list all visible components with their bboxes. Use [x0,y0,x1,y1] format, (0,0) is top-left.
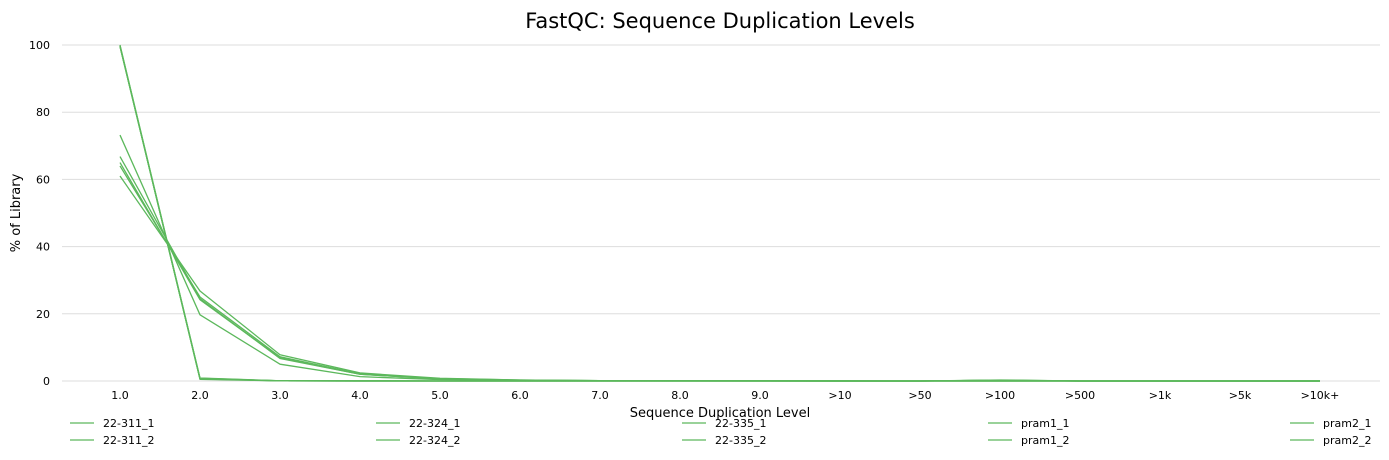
legend-item-label: pram1_2 [1021,434,1069,447]
x-tick-label: >10k+ [1301,389,1340,402]
y-tick-label: 60 [36,173,50,186]
y-tick-label: 0 [43,375,50,388]
legend-item-label: 22-335_2 [715,434,766,447]
x-tick-label: 9.0 [751,389,769,402]
legend-item-label: 22-335_1 [715,417,766,430]
legend-item-label: pram2_2 [1323,434,1371,447]
x-tick-label: 6.0 [511,389,529,402]
series-line-pram2_1 [120,46,1320,381]
y-axis-ticks: 0 20 40 60 80 100 [29,39,50,388]
x-tick-label: 7.0 [591,389,609,402]
x-tick-label: 3.0 [271,389,289,402]
x-tick-label: 5.0 [431,389,449,402]
x-tick-label: >5k [1229,389,1252,402]
x-tick-label: 1.0 [111,389,129,402]
x-tick-label: >1k [1149,389,1172,402]
x-tick-label: 8.0 [671,389,689,402]
series-line-22-311_2 [120,176,1320,381]
y-tick-label: 100 [29,39,50,52]
legend-item-label: 22-311_2 [103,434,154,447]
legend-item-label: pram1_1 [1021,417,1069,430]
x-tick-label: >50 [908,389,931,402]
legend-item-label: 22-324_2 [409,434,460,447]
series-line-pram1_1 [120,46,1320,381]
y-axis-label: % of Library [9,173,24,252]
chart-title: FastQC: Sequence Duplication Levels [525,9,915,33]
series-line-22-311_1 [120,47,1320,381]
series-line-pram1_2 [120,135,1320,381]
x-tick-label: 4.0 [351,389,369,402]
x-tick-label: >10 [828,389,851,402]
gridlines [62,45,1380,381]
series-line-22-324_2 [120,166,1320,381]
legend-item-label: 22-324_1 [409,417,460,430]
y-tick-label: 20 [36,308,50,321]
legend: 22-311_1 22-311_2 22-324_1 22-324_2 22-335_1… [70,417,1371,447]
x-tick-label: 2.0 [191,389,209,402]
x-tick-label: >100 [985,389,1015,402]
series-line-22-324_1 [120,46,1320,381]
y-tick-label: 80 [36,106,50,119]
x-axis-ticks: 1.0 2.0 3.0 4.0 5.0 6.0 7.0 8.0 9.0 >10 >50 >100 >50… [111,389,1339,402]
series-line-22-335_2 [120,157,1320,381]
legend-item-label: pram2_1 [1323,417,1371,430]
y-tick-label: 40 [36,241,50,254]
series-line-22-335_1 [120,45,1320,381]
series-line-pram2_2 [120,163,1320,381]
x-tick-label: >500 [1065,389,1095,402]
legend-item-label: 22-311_1 [103,417,154,430]
series-lines [120,45,1320,381]
